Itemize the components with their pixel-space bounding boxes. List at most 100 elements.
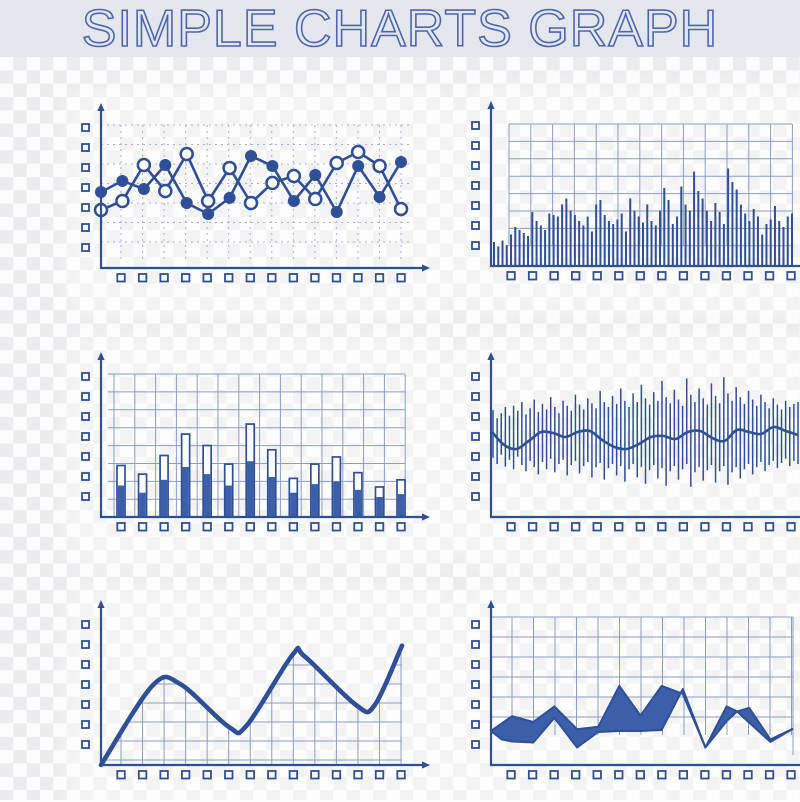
marker-square: [635, 522, 645, 532]
marker-square: [527, 770, 538, 780]
marker-square: [471, 740, 480, 749]
chart-bars-dense: [468, 98, 800, 303]
y-axis-arrow: [97, 103, 105, 111]
data-point: [329, 155, 344, 171]
smooth-curve-svg: [81, 600, 430, 780]
bars: [116, 423, 406, 518]
marker-square: [310, 273, 320, 283]
marker-square: [267, 522, 277, 532]
marker-square: [116, 273, 126, 283]
marker-square: [224, 273, 234, 283]
left-marker-squares: [471, 620, 480, 749]
marker-square: [571, 770, 581, 780]
x-axis-arrow: [422, 761, 430, 769]
marker-square: [81, 223, 90, 232]
left-marker-squares: [81, 123, 90, 252]
marker-square: [471, 680, 480, 689]
x-axis: [490, 264, 800, 268]
left-marker-squares: [471, 372, 480, 501]
chart-line-dual: [78, 100, 443, 305]
marker-square: [471, 432, 480, 441]
marker-square: [116, 770, 126, 780]
data-point: [137, 183, 150, 196]
data-point: [200, 193, 216, 209]
marker-square: [202, 522, 212, 532]
bars-stacked-svg: [81, 352, 430, 532]
bars-dense-svg: [471, 101, 800, 281]
x-axis: [100, 264, 430, 272]
marker-square: [396, 770, 406, 780]
marker-square: [137, 522, 148, 532]
bar-filled-part: [139, 492, 146, 516]
marker-square: [396, 273, 406, 283]
marker-square: [614, 770, 624, 780]
data-point: [373, 191, 386, 204]
marker-square: [471, 472, 480, 481]
marker-square: [506, 271, 516, 281]
marker-square: [743, 522, 753, 532]
marker-square: [331, 273, 342, 283]
marker-square: [786, 770, 796, 780]
marker-square: [181, 522, 191, 532]
data-point: [308, 191, 323, 207]
marker-square: [549, 522, 559, 532]
data-point: [223, 191, 236, 204]
marker-square: [245, 273, 255, 283]
y-axis: [97, 600, 105, 766]
marker-square: [471, 392, 480, 401]
x-axis: [100, 761, 430, 769]
bar-filled-part: [225, 485, 232, 516]
series-hollow-dots: [93, 144, 409, 218]
marker-square: [614, 271, 624, 281]
marker-square: [657, 271, 667, 281]
marker-square: [81, 700, 90, 709]
marker-square: [137, 770, 148, 780]
curve-line: [98, 643, 405, 768]
marker-square: [81, 492, 90, 501]
marker-square: [471, 181, 480, 190]
marker-square: [471, 452, 480, 461]
area-band-svg: [471, 600, 800, 780]
bar-filled-part: [333, 481, 340, 516]
dashed-grid: [101, 124, 410, 262]
marker-square: [471, 640, 480, 649]
data-point: [266, 159, 279, 172]
bar-filled-part: [182, 466, 189, 516]
y-axis-arrow: [97, 352, 105, 360]
y-axis-arrow: [487, 101, 495, 109]
marker-square: [245, 770, 255, 780]
x-axis-arrow: [422, 264, 430, 272]
data-point: [158, 183, 173, 199]
marker-square: [81, 123, 90, 132]
marker-square: [635, 770, 645, 780]
bar-filled-part: [354, 489, 362, 516]
marker-square: [353, 770, 363, 780]
data-point: [179, 146, 194, 162]
marker-square: [81, 243, 90, 252]
marker-square: [81, 432, 90, 441]
data-point: [287, 194, 300, 207]
marker-square: [396, 522, 406, 532]
marker-square: [202, 273, 212, 283]
waveform-svg: [471, 352, 800, 532]
marker-square: [81, 203, 90, 212]
left-marker-squares: [81, 372, 90, 501]
marker-square: [374, 770, 385, 780]
marker-square: [571, 271, 581, 281]
marker-square: [181, 273, 191, 283]
marker-square: [116, 522, 126, 532]
marker-square: [81, 720, 90, 729]
marker-square: [471, 241, 480, 250]
title-band: SIMPLE CHARTS GRAPH: [0, 0, 800, 57]
left-marker-squares: [471, 121, 480, 250]
marker-square: [331, 770, 342, 780]
marker-square: [764, 522, 775, 532]
x-axis: [490, 515, 800, 519]
bar-filled-part: [397, 494, 405, 516]
marker-square: [471, 372, 480, 381]
y-axis-arrow: [97, 600, 105, 608]
marker-square: [81, 392, 90, 401]
bar-filled-part: [117, 485, 125, 516]
marker-square: [614, 522, 624, 532]
data-point: [116, 174, 129, 187]
